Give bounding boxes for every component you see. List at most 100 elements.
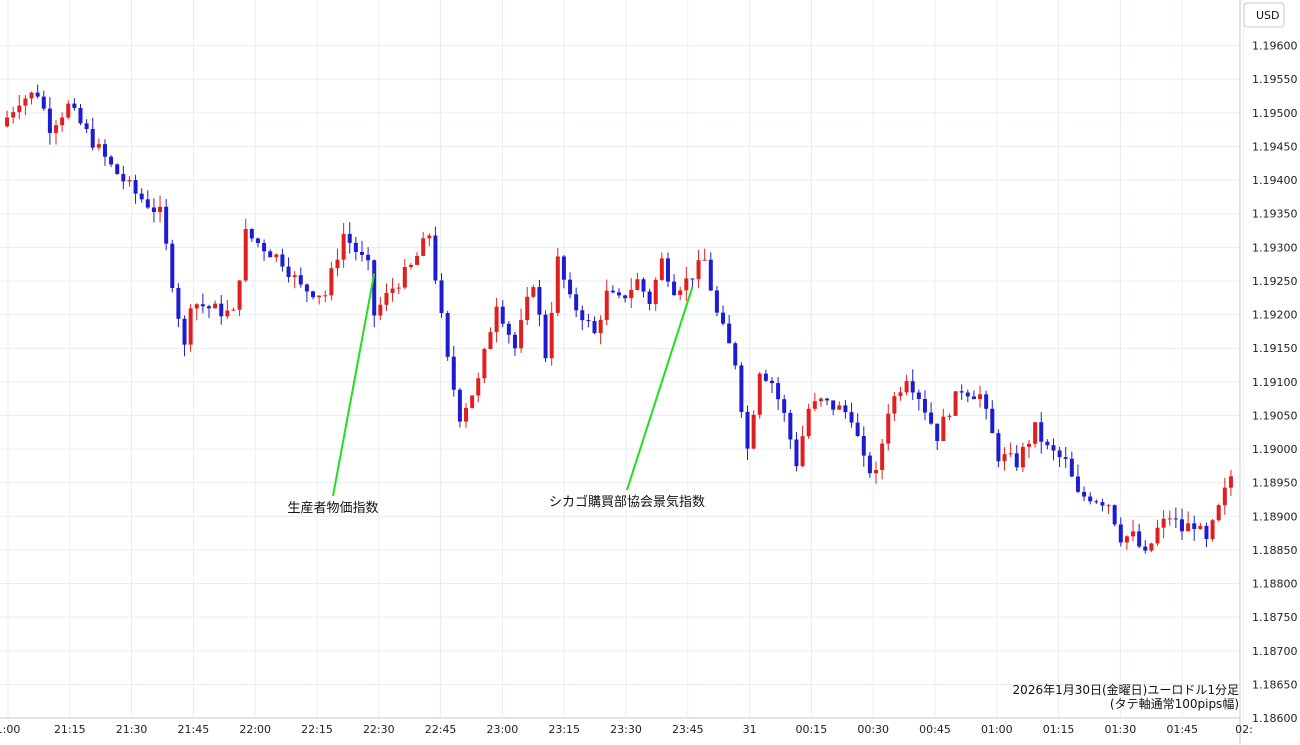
candle	[929, 402, 934, 425]
candle-body-down	[867, 455, 872, 474]
candle-body-up	[194, 304, 199, 309]
candle-body-up	[837, 405, 842, 410]
candle	[733, 341, 738, 370]
candle-body-down	[439, 280, 444, 314]
candle	[151, 198, 156, 223]
candle	[855, 413, 860, 438]
candle	[402, 258, 407, 290]
candle	[978, 385, 983, 408]
candle	[592, 316, 597, 335]
candle-body-down	[568, 279, 573, 295]
candle-body-down	[561, 256, 566, 280]
y-axis: 1.19600 1.19550 1.19500 1.19450 1.19400 1.193…	[1239, 0, 1298, 745]
candle	[849, 402, 854, 428]
candle-body-up	[1186, 523, 1191, 532]
candle	[1112, 504, 1117, 527]
candle-body-up	[812, 401, 817, 409]
candle	[604, 279, 609, 326]
candle	[678, 286, 683, 301]
candle	[610, 285, 615, 294]
candle-body-up	[1155, 527, 1160, 544]
chart-caption-line1: 2026年1月30日(金曜日)ユーロドル1分足	[1013, 682, 1239, 697]
candle-body-down	[641, 279, 646, 292]
candle-body-down	[41, 96, 46, 109]
candle-body-up	[482, 348, 487, 379]
candle	[892, 391, 897, 422]
y-tick-label: 1.18700	[1252, 645, 1298, 658]
candle	[54, 119, 59, 145]
candle-body-down	[1075, 476, 1080, 492]
candle	[415, 252, 420, 266]
candle-body-up	[806, 408, 811, 437]
candle	[188, 304, 193, 352]
candle-body-down	[788, 412, 793, 440]
x-tick-label: 01:30	[1105, 723, 1137, 736]
candle	[996, 429, 1001, 468]
candle-body-down	[849, 412, 854, 423]
candle	[359, 240, 364, 262]
candle-body-up	[800, 436, 805, 467]
candle	[482, 347, 487, 384]
candle	[115, 163, 120, 175]
candle	[421, 232, 426, 257]
candle	[904, 374, 909, 396]
candle	[102, 139, 107, 166]
candle-body-up	[1002, 454, 1007, 462]
candle	[837, 401, 842, 411]
candle	[311, 290, 316, 300]
candle	[1179, 508, 1184, 541]
candle	[623, 294, 628, 303]
candle	[1057, 446, 1062, 467]
candle	[1106, 503, 1111, 514]
candle-body-down	[690, 278, 695, 280]
x-tick-label: 21:15	[54, 723, 86, 736]
x-tick-label: 00:30	[857, 723, 889, 736]
candle-body-down	[592, 321, 597, 334]
x-tick-label: 23:00	[487, 723, 519, 736]
annotation-leader-line	[626, 286, 694, 491]
candle-body-down	[1192, 523, 1197, 529]
candle	[506, 320, 511, 344]
y-tick-label: 1.19400	[1252, 174, 1298, 187]
candle-body-up	[653, 279, 658, 304]
x-tick-label: 00:45	[919, 723, 951, 736]
candle-body-up	[390, 288, 395, 293]
candle	[910, 369, 915, 401]
candle	[341, 222, 346, 268]
candle	[121, 165, 126, 190]
candle-body-up	[488, 332, 493, 349]
candle	[476, 372, 481, 403]
candle	[1228, 469, 1233, 496]
candle-body-down	[721, 312, 726, 324]
candle-body-up	[1222, 487, 1227, 506]
candle-body-down	[586, 320, 591, 322]
candle-body-down	[102, 144, 107, 157]
x-tick-label: 23:45	[672, 723, 704, 736]
candle-body-up	[158, 206, 163, 213]
candle	[586, 313, 591, 328]
candle-body-down	[1045, 441, 1050, 446]
candle	[1118, 517, 1123, 547]
candle-body-down	[1100, 502, 1105, 506]
candle	[249, 228, 254, 242]
candle-body-up	[54, 125, 59, 133]
candle	[941, 408, 946, 442]
candle-body-down	[451, 356, 456, 390]
candle-body-down	[769, 380, 774, 384]
y-tick-label: 1.19200	[1252, 309, 1298, 322]
candle-body-up	[421, 238, 426, 256]
y-tick-label: 1.18850	[1252, 544, 1298, 557]
candles	[5, 84, 1233, 554]
candle	[800, 425, 805, 468]
currency-box[interactable]	[1243, 2, 1285, 28]
candle-body-down	[78, 107, 83, 124]
candle	[806, 403, 811, 439]
candle	[788, 409, 793, 449]
candle	[176, 283, 181, 328]
candle	[1082, 486, 1087, 502]
candle-body-up	[476, 378, 481, 396]
candle	[598, 315, 603, 345]
candle-body-up	[947, 415, 952, 417]
candle-body-down	[1137, 531, 1142, 547]
